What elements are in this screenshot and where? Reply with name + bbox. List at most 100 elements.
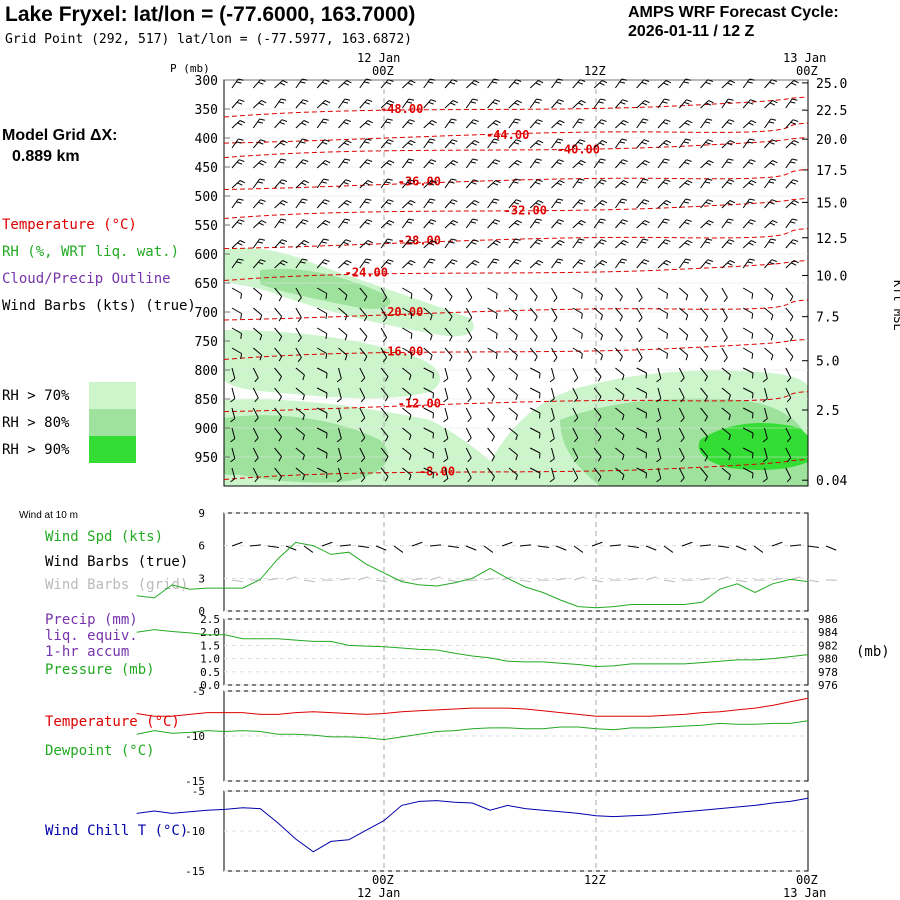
- wind-barb: [402, 287, 413, 294]
- wind-barb: [678, 78, 687, 89]
- legend-temperature: Temperature (°C): [2, 217, 137, 233]
- wind-barb: [785, 447, 792, 459]
- wind-barb-flag: [683, 261, 689, 264]
- wind-barb-flag: [656, 478, 662, 483]
- wind-barb-flag: [364, 101, 370, 105]
- wind-barb-flag: [770, 314, 774, 321]
- wind-barb: [700, 387, 708, 397]
- wind-barb-flag: [472, 158, 478, 161]
- wind-barb-flag: [495, 180, 501, 184]
- wind-barb-flag: [410, 293, 413, 299]
- wind-barb-flag: [641, 141, 647, 145]
- wind-barb-flag: [786, 477, 792, 483]
- wind-barb: [636, 327, 643, 338]
- wind-barb-flag: [751, 120, 757, 124]
- wind-barb: [295, 240, 305, 249]
- wind-barb-true: [501, 541, 513, 547]
- wind-barb: [657, 239, 666, 249]
- wind-barb-flag: [427, 81, 434, 84]
- wind-barb: [615, 99, 623, 109]
- wind-barb: [614, 78, 623, 89]
- bottom-date-1: 13 Jan: [783, 886, 827, 900]
- wind-barb-flag: [555, 81, 562, 84]
- wind-barb: [551, 307, 558, 318]
- wind-barb: [615, 327, 623, 337]
- temperature-contour: [223, 391, 809, 413]
- wind-barb: [572, 139, 581, 149]
- wind-barb-flag: [537, 119, 543, 122]
- wind-barb: [338, 427, 342, 439]
- wind-barb-flag: [685, 78, 691, 81]
- wind-barb: [657, 158, 665, 169]
- wind-barb-flag: [786, 457, 792, 463]
- wind-barb: [636, 220, 646, 229]
- wind-barb: [465, 200, 475, 209]
- wind-barb-flag: [470, 221, 476, 224]
- wind-barb-flag: [491, 476, 495, 482]
- wind-barb: [487, 219, 496, 229]
- wind-barb: [231, 447, 236, 459]
- wind-barb: [252, 160, 262, 169]
- wind-barb-flag: [786, 397, 792, 403]
- wind-barb-flag: [324, 199, 330, 202]
- pressure-tick-label: 978: [818, 666, 838, 679]
- wind-barb-flag: [238, 138, 244, 141]
- wind-barb-grid: [483, 577, 495, 581]
- wind-barb: [231, 120, 241, 129]
- wind-barb-flag: [407, 202, 413, 206]
- height-tick-label: 20.0: [816, 133, 847, 148]
- wind-barb: [721, 347, 728, 358]
- wind-barb-flag: [553, 337, 558, 343]
- wind-barb: [551, 240, 560, 249]
- wind-barb-flag: [728, 218, 734, 221]
- wind-barb: [423, 287, 433, 296]
- wind-barb-flag: [656, 458, 662, 463]
- wind-barb: [551, 287, 558, 298]
- wind-barb-flag: [407, 82, 413, 86]
- wind-barb-flag: [621, 434, 625, 441]
- wind-barb: [529, 80, 539, 89]
- wind-barb-flag: [619, 141, 626, 144]
- wind-barb: [401, 158, 410, 169]
- wind-barb-flag: [708, 220, 714, 224]
- wind-barb-flag: [580, 220, 586, 224]
- wind-barb: [678, 258, 687, 269]
- wind-barb-flag: [260, 79, 266, 82]
- wind-barb-flag: [450, 222, 456, 226]
- wind-barb-flag: [576, 181, 583, 184]
- wind-barb-flag: [770, 334, 774, 341]
- wind-barb: [742, 367, 754, 374]
- wind-barb-flag: [685, 334, 689, 341]
- wind-barb-flag: [492, 221, 498, 225]
- wind-barb: [529, 218, 537, 229]
- forecast-cycle-label: AMPS WRF Forecast Cycle:: [628, 4, 839, 21]
- wind-barb: [316, 220, 326, 229]
- wind-barb: [401, 98, 410, 109]
- wind-barb-flag: [769, 102, 776, 106]
- wind-barb-flag: [344, 98, 351, 101]
- wind-barb-flag: [559, 180, 565, 184]
- wind-barb: [615, 219, 623, 229]
- wind-barb-flag: [470, 101, 476, 104]
- wind-barb-flag: [382, 297, 387, 303]
- height-tick-label: 10.0: [816, 269, 847, 284]
- wind-barb-flag: [343, 82, 350, 86]
- wind-barb: [593, 80, 603, 89]
- wind-barb: [380, 427, 389, 437]
- wind-barb: [742, 287, 753, 294]
- wind-barb-flag: [278, 101, 285, 104]
- wind-barb-flag: [723, 357, 728, 363]
- wind-barb: [338, 179, 347, 189]
- wind-barb-flag: [557, 138, 564, 141]
- wind-barb-flag: [619, 261, 626, 264]
- wind-barb: [700, 220, 709, 229]
- wind-barb-flag: [388, 259, 394, 262]
- wind-barb: [401, 218, 410, 229]
- wind-barb-grid: [645, 576, 657, 581]
- wind-barb: [316, 427, 328, 434]
- wind-barb-flag: [344, 334, 348, 341]
- wind-barb-flag: [302, 374, 305, 381]
- wind-barb-flag: [300, 201, 306, 204]
- wind-barb-flag: [429, 314, 433, 321]
- wind-barb: [252, 447, 259, 459]
